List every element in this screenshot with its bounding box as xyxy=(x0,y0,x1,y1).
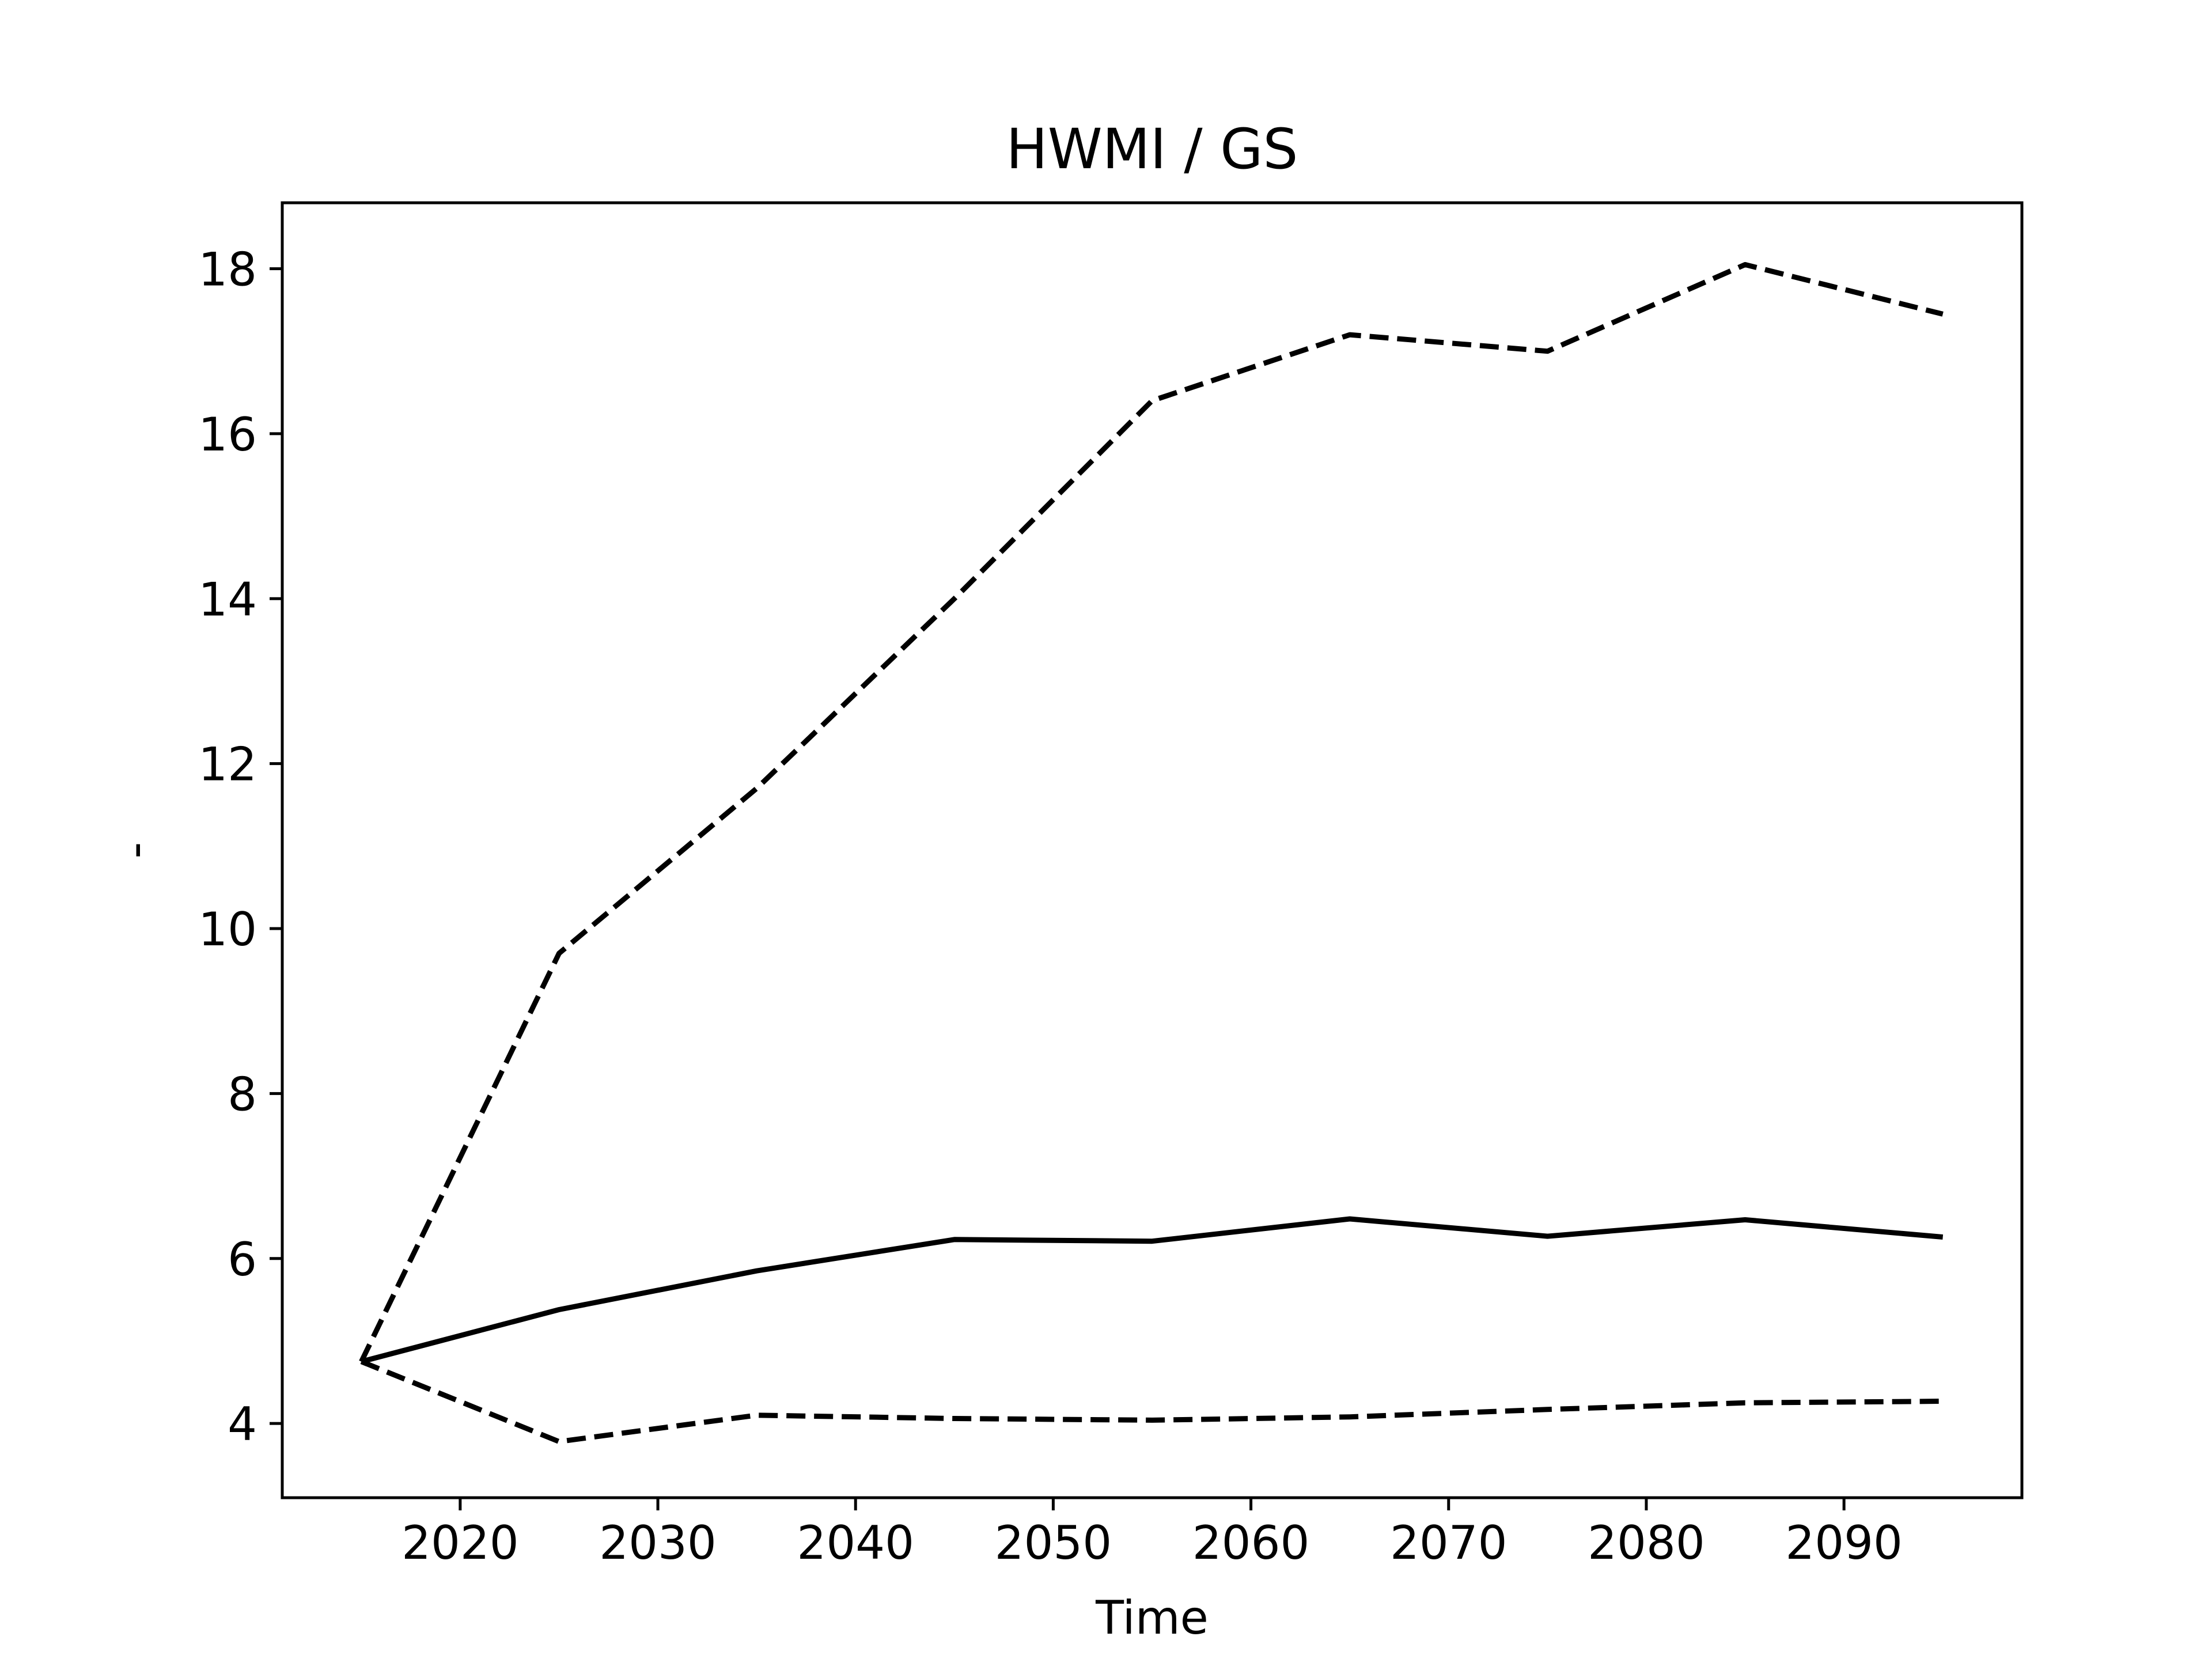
x-tick-label: 2030 xyxy=(599,1516,717,1570)
chart-title: HWMI / GS xyxy=(1006,117,1298,181)
y-tick-label: 18 xyxy=(198,243,257,297)
x-tick-label: 2090 xyxy=(1785,1516,1903,1570)
y-tick-label: 16 xyxy=(198,408,257,461)
y-tick-label: 14 xyxy=(198,573,257,626)
y-tick-label: 8 xyxy=(228,1067,257,1121)
y-axis-label: - xyxy=(108,842,162,859)
y-tick-label: 6 xyxy=(228,1233,257,1286)
x-tick-label: 2040 xyxy=(797,1516,914,1570)
x-axis-label: Time xyxy=(1095,1591,1209,1645)
x-tick-label: 2070 xyxy=(1390,1516,1508,1570)
plot-frame xyxy=(281,201,2024,1499)
series-line-2 xyxy=(361,1216,1944,1365)
y-tick-label: 10 xyxy=(198,903,257,956)
y-axis: 4 6 8 10 12 14 16 18 xyxy=(198,243,282,1451)
series-line-1 xyxy=(359,262,1944,1363)
x-tick-label: 2080 xyxy=(1588,1516,1705,1570)
series-layer xyxy=(359,262,1944,1445)
x-axis: 2020 2030 2040 2050 2060 2070 2080 2090 xyxy=(402,1498,1903,1570)
x-tick-label: 2050 xyxy=(995,1516,1112,1570)
x-tick-label: 2020 xyxy=(402,1516,519,1570)
y-tick-label: 4 xyxy=(228,1397,257,1451)
y-tick-label: 12 xyxy=(198,738,257,791)
series-line-3 xyxy=(360,1359,1943,1445)
x-tick-label: 2060 xyxy=(1192,1516,1310,1570)
